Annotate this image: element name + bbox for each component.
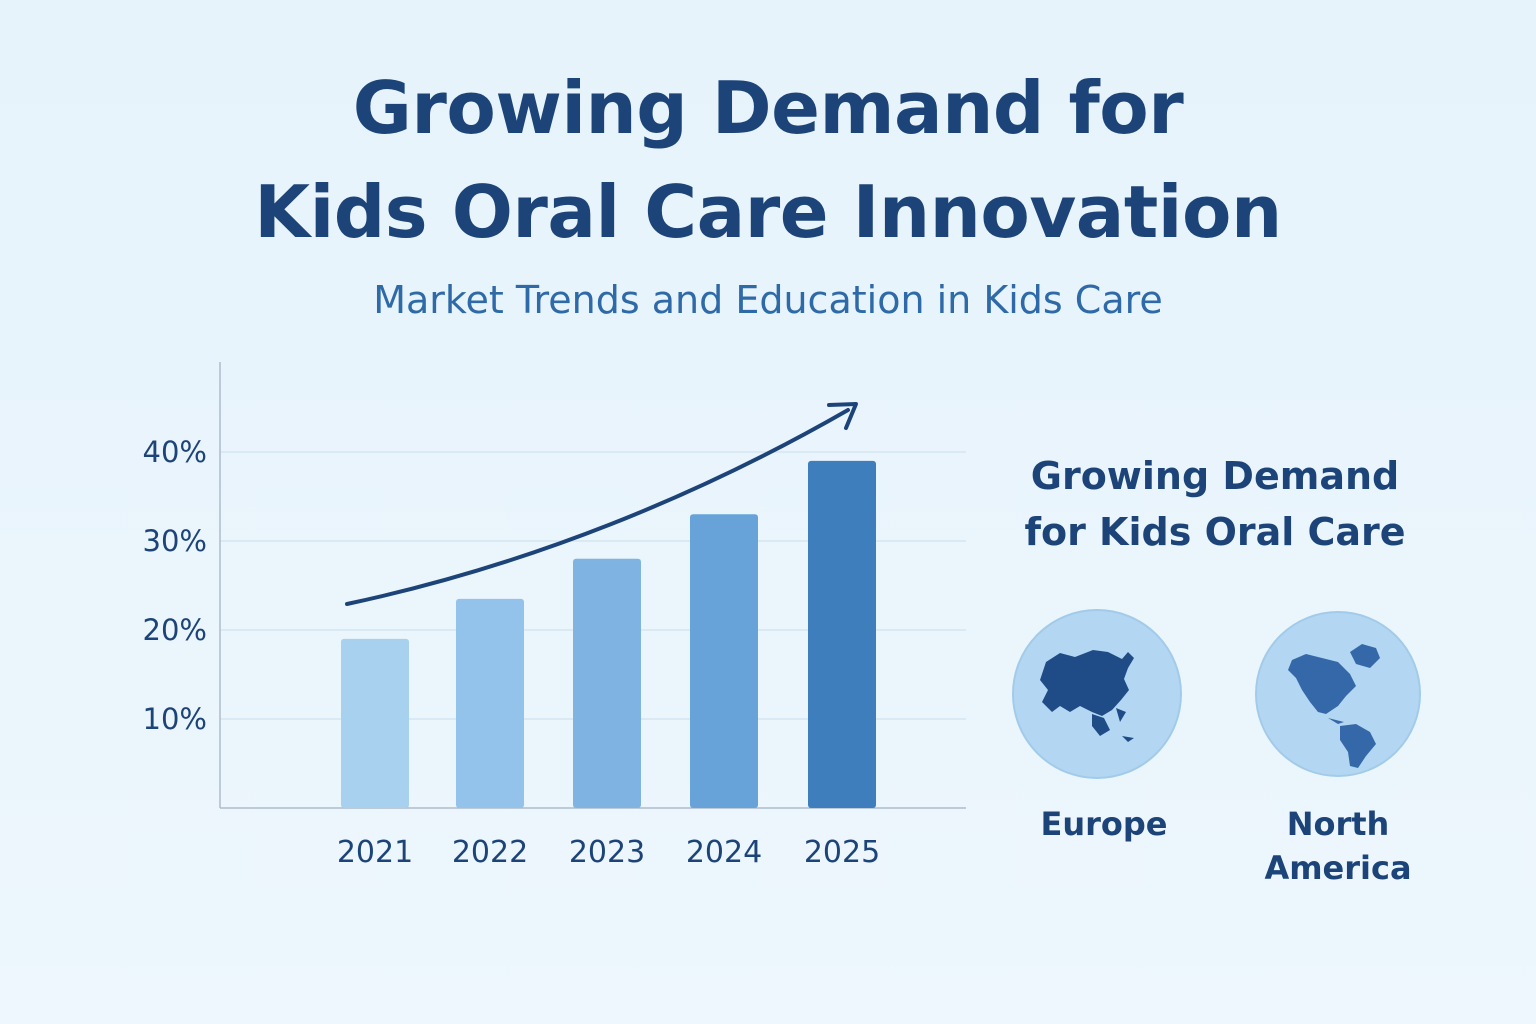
page-title-line-1: Growing Demand for [352, 66, 1184, 150]
chart-tick-labels: 10% 20% 30% 40% 2021 2022 2023 2024 2025 [143, 435, 881, 870]
bar-2024 [690, 514, 758, 808]
region-label-north-america-line-2: America [1264, 849, 1412, 887]
region-label-europe: Europe [1040, 805, 1168, 843]
globe-asia-europe-icon [1012, 609, 1182, 779]
y-tick-label: 40% [143, 435, 207, 469]
side-panel-title-line-2: for Kids Oral Care [1024, 510, 1406, 554]
chart-bars [341, 460, 876, 808]
x-tick-label: 2022 [452, 835, 528, 870]
side-panel-title-line-1: Growing Demand [1030, 454, 1400, 498]
globe-americas-icon [1255, 611, 1421, 777]
bar-2021 [341, 638, 409, 808]
bar-2025 [808, 460, 876, 808]
x-tick-label: 2021 [337, 835, 413, 870]
x-tick-label: 2023 [569, 835, 645, 870]
y-tick-label: 30% [143, 524, 207, 558]
page-subtitle: Market Trends and Education in Kids Care [373, 278, 1163, 322]
x-tick-label: 2025 [804, 835, 880, 870]
region-label-north-america-line-1: North [1286, 805, 1390, 843]
page-title-line-2: Kids Oral Care Innovation [254, 170, 1282, 254]
y-tick-label: 20% [143, 613, 207, 647]
bar-2022 [456, 598, 524, 808]
bar-2023 [573, 558, 641, 808]
x-tick-label: 2024 [686, 835, 762, 870]
y-tick-label: 10% [143, 702, 207, 736]
trend-arrow [345, 402, 858, 606]
